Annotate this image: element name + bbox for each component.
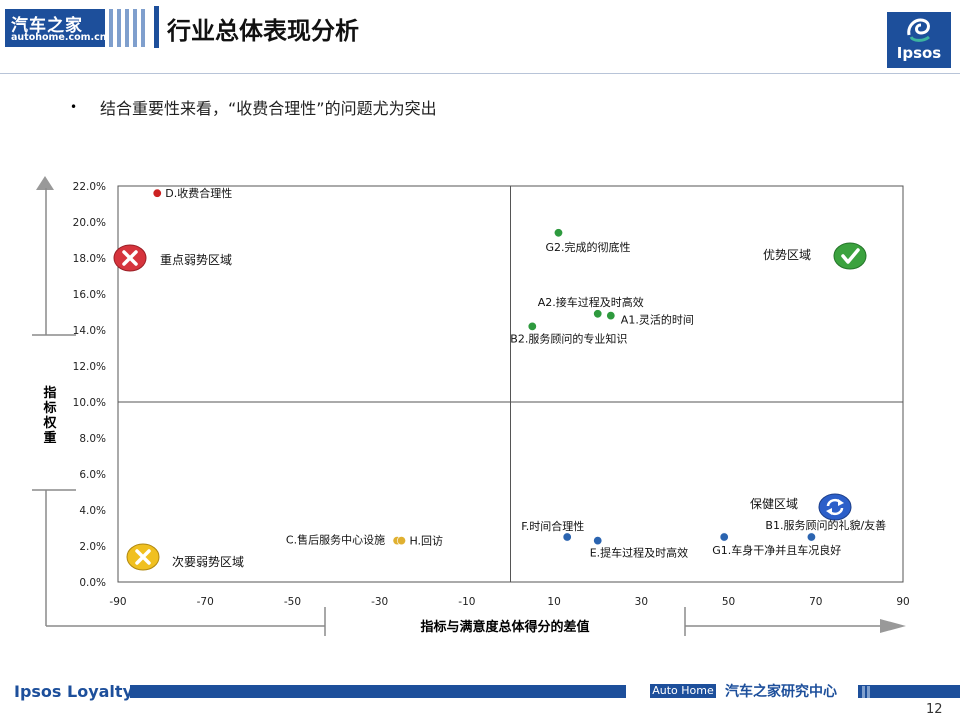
data-point-label: B2.服务顾问的专业知识 bbox=[510, 331, 627, 345]
x-axis-label: 指标与满意度总体得分的差值 bbox=[420, 620, 590, 635]
x-tick-label: -90 bbox=[109, 596, 126, 608]
data-point bbox=[806, 532, 816, 542]
green-check-icon bbox=[833, 242, 867, 270]
red-x-icon-mark bbox=[122, 250, 138, 266]
ipsos-swirl-icon bbox=[907, 18, 930, 42]
region-label: 重点弱势区域 bbox=[160, 253, 232, 267]
x-tick-label: -70 bbox=[197, 596, 214, 608]
bullet-text: 结合重要性来看，“收费合理性”的问题尤为突出 bbox=[100, 99, 437, 118]
data-point-label: F.时间合理性 bbox=[521, 519, 584, 533]
data-point bbox=[562, 532, 572, 542]
data-point bbox=[152, 188, 162, 198]
data-point-label: A2.接车过程及时高效 bbox=[538, 295, 644, 309]
autohome-logo: 汽车之家 autohome.com.cn bbox=[5, 9, 152, 47]
x-tick-label: -10 bbox=[458, 596, 475, 608]
green-check-icon-mark bbox=[841, 248, 860, 264]
yellow-x-icon bbox=[126, 543, 160, 571]
y-tick-label: 14.0% bbox=[73, 325, 106, 337]
blue-refresh-icon-arrow bbox=[826, 508, 832, 515]
red-x-icon bbox=[113, 244, 147, 272]
y-tick-label: 4.0% bbox=[79, 505, 106, 517]
x-tick-label: 70 bbox=[809, 596, 822, 608]
data-point bbox=[606, 311, 616, 321]
data-point-label: D.收费合理性 bbox=[165, 186, 232, 200]
data-point bbox=[553, 228, 563, 238]
footer-ipsos-loyalty: Ipsos Loyalty bbox=[14, 682, 133, 701]
ipsos-logo-text: Ipsos bbox=[896, 44, 942, 62]
y-tick-label: 8.0% bbox=[79, 433, 106, 445]
y-tick-label: 6.0% bbox=[79, 469, 106, 481]
y-tick-label: 16.0% bbox=[73, 289, 106, 301]
data-point bbox=[719, 532, 729, 542]
data-point bbox=[593, 309, 603, 319]
blue-refresh-icon-shape bbox=[818, 493, 852, 521]
x-tick-label: 10 bbox=[547, 596, 560, 608]
blue-refresh-icon-arrow bbox=[838, 499, 844, 506]
y-tick-label: 22.0% bbox=[73, 181, 106, 193]
footer-auto-home: Auto Home bbox=[650, 684, 716, 698]
y-tick-label: 20.0% bbox=[73, 217, 106, 229]
x-tick-label: 30 bbox=[635, 596, 648, 608]
page-number: 12 bbox=[926, 702, 943, 717]
logo-cn-text: 汽车之家 bbox=[11, 16, 83, 36]
data-point bbox=[527, 321, 537, 331]
data-point-label: A1.灵活的时间 bbox=[621, 313, 694, 327]
y-tick-label: 0.0% bbox=[79, 577, 106, 589]
data-point-label: B1.服务顾问的礼貌/友善 bbox=[765, 518, 886, 532]
data-point-label: E.提车过程及时高效 bbox=[590, 546, 688, 560]
data-point-label: C.售后服务中心设施 bbox=[286, 533, 385, 547]
x-tick-label: 50 bbox=[722, 596, 735, 608]
y-axis-label: 指标权重 bbox=[43, 386, 57, 446]
footer-research-center: 汽车之家研究中心 bbox=[725, 684, 837, 700]
data-point-label: H.回访 bbox=[409, 535, 443, 548]
x-tick-label: -50 bbox=[284, 596, 301, 608]
blue-refresh-icon bbox=[818, 493, 852, 521]
yellow-x-icon-mark bbox=[135, 549, 151, 565]
region-label: 优势区域 bbox=[763, 248, 811, 262]
green-check-icon-shape bbox=[833, 242, 867, 270]
y-tick-label: 12.0% bbox=[73, 361, 106, 373]
page-title: 行业总体表现分析 bbox=[167, 17, 359, 45]
data-point bbox=[593, 536, 603, 546]
y-tick-label: 18.0% bbox=[73, 253, 106, 265]
x-tick-label: 90 bbox=[896, 596, 909, 608]
header-divider bbox=[0, 73, 960, 74]
x-axis-arrow-icon bbox=[880, 619, 906, 633]
data-point-label: G2.完成的彻底性 bbox=[545, 240, 630, 254]
data-point-label: G1.车身干净并且车况良好 bbox=[712, 543, 841, 557]
region-label: 保健区域 bbox=[750, 497, 798, 511]
title-accent-bar bbox=[154, 6, 159, 48]
logo-url-text: autohome.com.cn bbox=[11, 32, 107, 43]
x-tick-label: -30 bbox=[371, 596, 388, 608]
bullet-icon: • bbox=[70, 100, 78, 114]
region-label: 次要弱势区域 bbox=[172, 555, 244, 569]
y-axis-arrow-icon bbox=[36, 176, 54, 190]
y-tick-label: 10.0% bbox=[73, 397, 106, 409]
data-point bbox=[396, 536, 406, 546]
ipsos-logo: Ipsos bbox=[887, 12, 951, 68]
y-tick-label: 2.0% bbox=[79, 541, 106, 553]
